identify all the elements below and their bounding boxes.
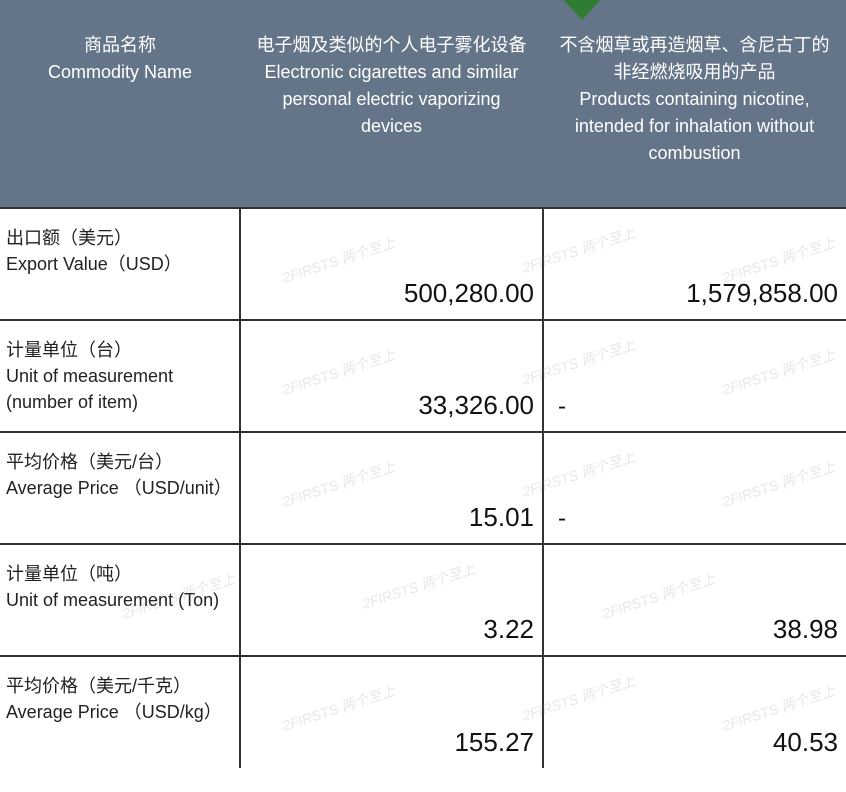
header-en: Products containing nicotine, intended f… <box>555 86 834 167</box>
row-label-en: Unit of measurement (Ton) <box>6 587 231 613</box>
row-value-2: 38.98 <box>543 544 846 656</box>
header-cell-ecig: 电子烟及类似的个人电子雾化设备 Electronic cigarettes an… <box>240 0 543 208</box>
row-label: 计量单位（吨） Unit of measurement (Ton) 2FIRST… <box>0 544 240 656</box>
row-value-1: 155.27 <box>240 656 543 768</box>
arrow-down-icon <box>560 0 604 24</box>
row-label: 出口额（美元） Export Value（USD） 2FIRSTS 两个至上 2… <box>0 208 240 320</box>
row-value-1: 33,326.00 <box>240 320 543 432</box>
row-label-en: Average Price （USD/unit） <box>6 475 231 501</box>
row-label-zh: 计量单位（台） <box>6 337 231 363</box>
table-row: 计量单位（吨） Unit of measurement (Ton) 2FIRST… <box>0 544 846 656</box>
row-label: 计量单位（台） Unit of measurement (number of i… <box>0 320 240 432</box>
row-value-2: 40.53 <box>543 656 846 768</box>
header-zh: 不含烟草或再造烟草、含尼古丁的非经燃烧吸用的产品 <box>555 32 834 86</box>
row-label-en: Export Value（USD） <box>6 251 231 277</box>
table-header-row: 商品名称 Commodity Name 电子烟及类似的个人电子雾化设备 Elec… <box>0 0 846 208</box>
row-label-zh: 计量单位（吨） <box>6 561 231 587</box>
table-body: 出口额（美元） Export Value（USD） 2FIRSTS 两个至上 2… <box>0 208 846 768</box>
header-en: Electronic cigarettes and similar person… <box>252 59 531 140</box>
row-label: 平均价格（美元/台） Average Price （USD/unit） 2FIR… <box>0 432 240 544</box>
row-label-zh: 平均价格（美元/千克） <box>6 673 231 699</box>
table-row: 平均价格（美元/千克） Average Price （USD/kg） 2FIRS… <box>0 656 846 768</box>
header-cell-nicotine-products: 不含烟草或再造烟草、含尼古丁的非经燃烧吸用的产品 Products contai… <box>543 0 846 208</box>
row-label-en: Unit of measurement (number of item) <box>6 363 231 415</box>
table-row: 平均价格（美元/台） Average Price （USD/unit） 2FIR… <box>0 432 846 544</box>
row-label-en: Average Price （USD/kg） <box>6 699 231 725</box>
row-label-zh: 平均价格（美元/台） <box>6 449 231 475</box>
row-label-zh: 出口额（美元） <box>6 225 231 251</box>
row-value-2: - <box>543 320 846 432</box>
header-zh: 商品名称 <box>12 32 228 59</box>
table-row: 计量单位（台） Unit of measurement (number of i… <box>0 320 846 432</box>
header-cell-commodity-name: 商品名称 Commodity Name <box>0 0 240 208</box>
table-row: 出口额（美元） Export Value（USD） 2FIRSTS 两个至上 2… <box>0 208 846 320</box>
row-value-2: - <box>543 432 846 544</box>
row-value-1: 500,280.00 <box>240 208 543 320</box>
header-en: Commodity Name <box>12 59 228 86</box>
row-value-1: 15.01 <box>240 432 543 544</box>
row-label: 平均价格（美元/千克） Average Price （USD/kg） 2FIRS… <box>0 656 240 768</box>
commodity-table: 商品名称 Commodity Name 电子烟及类似的个人电子雾化设备 Elec… <box>0 0 846 768</box>
row-value-1: 3.22 <box>240 544 543 656</box>
header-zh: 电子烟及类似的个人电子雾化设备 <box>252 32 531 59</box>
row-value-2: 1,579,858.00 <box>543 208 846 320</box>
